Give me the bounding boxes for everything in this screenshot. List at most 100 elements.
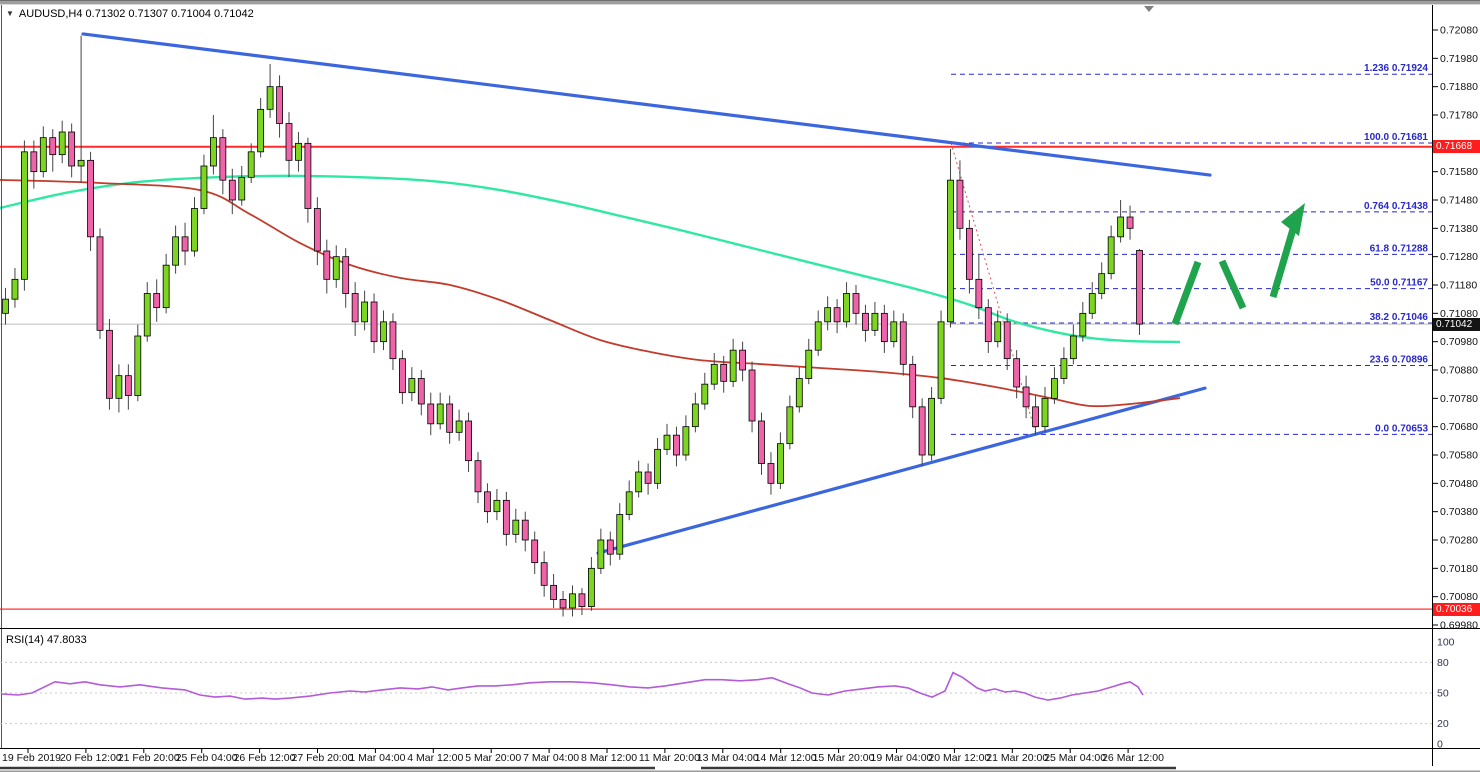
price-tick-label: 0.70980 (1440, 336, 1478, 348)
symbol-dropdown-icon[interactable]: ▼ (6, 9, 14, 18)
candle (1107, 236, 1115, 275)
candle (313, 208, 321, 252)
candle (30, 151, 38, 173)
candle (11, 278, 19, 300)
fib-diagonal-line (950, 142, 1037, 435)
descending-channel-line (81, 32, 1212, 177)
candle (96, 236, 104, 331)
candle (502, 499, 510, 535)
candle (200, 165, 208, 209)
candle (748, 369, 756, 422)
time-label: 26 Mar 12:00 (1102, 752, 1164, 764)
time-label: 7 Mar 04:00 (523, 752, 579, 764)
candle (465, 420, 472, 462)
candle (1079, 312, 1087, 337)
candle (512, 519, 520, 535)
time-label: 27 Feb 20:00 (292, 752, 354, 764)
time-label: 19 Feb 2019 (2, 752, 61, 764)
candle (58, 131, 66, 156)
candle (937, 321, 945, 399)
candle (219, 137, 227, 181)
candle (909, 363, 917, 408)
candle (1041, 397, 1049, 428)
candle (862, 312, 869, 331)
support-price-tag: 0.70036 (1433, 602, 1480, 616)
candle (332, 256, 340, 280)
candle (720, 363, 728, 382)
candle (124, 375, 132, 396)
time-label: 4 Mar 12:00 (407, 752, 463, 764)
trend-arrow-segment (1171, 260, 1202, 326)
candle (417, 378, 425, 405)
candle (304, 142, 312, 209)
candle (484, 491, 491, 513)
candle (814, 321, 822, 351)
time-label: 20 Mar 12:00 (928, 752, 990, 764)
candle (739, 349, 746, 371)
candle (1117, 216, 1124, 238)
candle (342, 256, 350, 294)
price-tick-label: 0.71980 (1440, 53, 1478, 65)
candle (606, 539, 614, 555)
rsi-axis-label: 50 (1437, 688, 1449, 700)
candle (569, 593, 576, 609)
candle (446, 403, 454, 433)
candle (1069, 335, 1077, 360)
candle (191, 208, 198, 252)
candle (87, 159, 94, 238)
candle (654, 448, 661, 484)
time-label: 20 Feb 12:00 (60, 752, 122, 764)
candle (436, 403, 444, 425)
candle (1051, 378, 1058, 399)
candle (701, 383, 709, 405)
candle (559, 599, 567, 609)
chart-title: AUDUSD,H4 0.71302 0.71307 0.71004 0.7104… (18, 8, 254, 20)
candle (531, 539, 539, 564)
price-tick-label: 0.70380 (1440, 506, 1478, 518)
rsi-axis-label: 100 (1437, 637, 1455, 649)
time-label: 5 Mar 20:00 (465, 752, 521, 764)
candle (947, 179, 954, 323)
price-tick-label: 0.70480 (1440, 478, 1478, 490)
time-label: 8 Mar 12:00 (581, 752, 637, 764)
price-tick-label: 0.71480 (1440, 195, 1478, 207)
price-tick-label: 0.70180 (1440, 563, 1478, 575)
candle (1060, 358, 1068, 379)
candle (852, 293, 860, 314)
candle (578, 593, 586, 607)
fib-level-label: 0.0 0.70653 (1375, 423, 1428, 434)
time-label: 25 Mar 04:00 (1044, 752, 1106, 764)
candle (880, 312, 888, 343)
candle (966, 227, 973, 280)
candle (1088, 293, 1096, 314)
resistance-price-tag: 0.71668 (1433, 140, 1480, 154)
candle (389, 321, 397, 360)
price-tick-label: 0.70280 (1440, 535, 1478, 547)
candle (597, 539, 605, 569)
candle (616, 514, 624, 555)
candle (106, 329, 113, 399)
time-label: 21 Feb 20:00 (118, 752, 180, 764)
candle (833, 307, 841, 323)
time-label: 19 Mar 04:00 (871, 752, 933, 764)
candle (285, 123, 293, 161)
candle (682, 426, 690, 456)
candle (1032, 406, 1039, 428)
ma-red-fast (0, 178, 1181, 408)
candle (691, 403, 699, 428)
price-tick-label: 0.71080 (1440, 308, 1478, 320)
candle (805, 349, 813, 379)
candle (39, 137, 47, 173)
candle (786, 406, 794, 445)
candle (276, 86, 283, 124)
candle (956, 179, 964, 229)
candle (644, 471, 652, 484)
price-tick-label: 0.70580 (1440, 450, 1478, 462)
candle (758, 420, 765, 464)
price-tick-label: 0.70680 (1440, 421, 1478, 433)
candle (455, 420, 463, 433)
price-tick-label: 0.70880 (1440, 365, 1478, 377)
candle (398, 358, 406, 394)
candle (162, 264, 170, 309)
